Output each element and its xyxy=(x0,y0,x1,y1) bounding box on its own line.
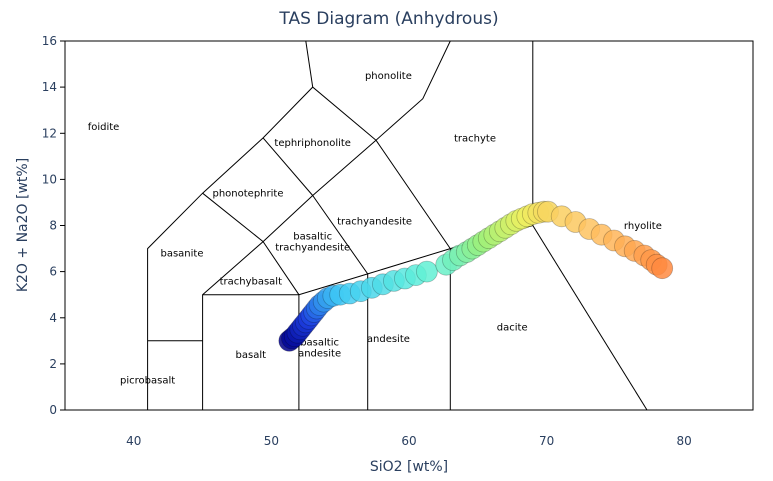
field-label: rhyolite xyxy=(624,221,662,232)
y-tick-label: 4 xyxy=(49,311,57,325)
x-tick-label: 60 xyxy=(401,434,416,448)
y-tick-label: 2 xyxy=(49,357,57,371)
data-point xyxy=(651,257,674,280)
field-label: basalt xyxy=(236,350,267,361)
y-axis-ticks: 0 2 4 6 8 10 12 14 16 xyxy=(42,34,65,417)
x-tick-label: 70 xyxy=(539,434,554,448)
field-boundary-line xyxy=(202,139,377,410)
y-axis-title: K2O + Na2O [wt%] xyxy=(15,158,31,292)
field-boundary-line xyxy=(262,137,314,196)
field-label: trachyandesite xyxy=(337,216,412,227)
x-tick-label: 50 xyxy=(264,434,279,448)
field-label: dacite xyxy=(497,323,528,334)
field-label: trachyte xyxy=(454,133,496,144)
field-boundaries xyxy=(147,40,648,411)
x-axis-title: SiO2 [wt%] xyxy=(370,459,448,475)
field-label: basaltic trachyandesite xyxy=(275,232,350,254)
field-boundary-line xyxy=(312,195,369,410)
y-tick-label: 6 xyxy=(49,265,57,279)
field-label: phonotephrite xyxy=(213,189,284,200)
y-tick-label: 12 xyxy=(42,126,57,140)
y-tick-label: 0 xyxy=(49,403,57,417)
field-boundary-line xyxy=(375,139,451,410)
field-boundary-line xyxy=(202,192,264,242)
field-boundary-line xyxy=(305,40,314,88)
chart-title: TAS Diagram (Anhydrous) xyxy=(278,9,498,29)
field-label: basanite xyxy=(160,249,203,260)
x-tick-label: 40 xyxy=(126,434,141,448)
y-tick-label: 16 xyxy=(42,34,57,48)
x-tick-label: 80 xyxy=(677,434,692,448)
field-label: phonolite xyxy=(365,71,412,82)
field-label: andesite xyxy=(367,334,410,345)
field-label: trachybasalt xyxy=(220,276,283,287)
field-boundary-line xyxy=(147,40,451,410)
data-point xyxy=(415,260,438,283)
field-label: basaltic andesite xyxy=(298,338,341,360)
field-label: tephriphonolite xyxy=(274,138,351,149)
field-boundary-line xyxy=(532,225,648,411)
y-tick-label: 8 xyxy=(49,219,57,233)
field-label: foidite xyxy=(88,122,120,133)
y-tick-label: 14 xyxy=(42,80,57,94)
y-tick-label: 10 xyxy=(42,172,57,186)
data-markers xyxy=(278,200,674,352)
field-label: picrobasalt xyxy=(120,376,175,387)
field-labels: foidite phonolite tephriphonolite phonoteph… xyxy=(88,71,662,386)
x-axis-ticks: 40 50 60 70 80 xyxy=(126,434,692,448)
field-boundary-line xyxy=(262,241,300,410)
